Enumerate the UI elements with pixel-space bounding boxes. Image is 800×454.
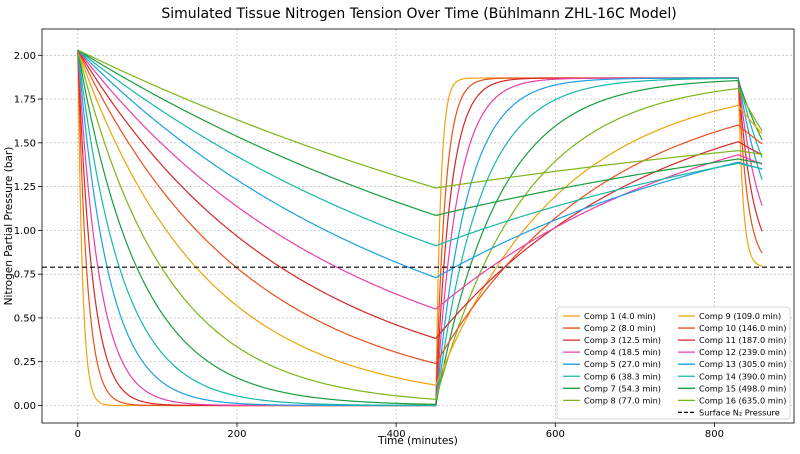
legend-box xyxy=(556,306,791,420)
legend-entry-label: Comp 9 (109.0 min) xyxy=(699,311,781,321)
series-line-comp-9 xyxy=(77,49,763,386)
series-line-comp-16 xyxy=(77,49,763,189)
series-line-comp-14 xyxy=(77,49,763,247)
x-tick-label: 600 xyxy=(546,429,565,440)
y-tick-label: 0.50 xyxy=(14,313,36,324)
legend-entry-label: Comp 11 (187.0 min) xyxy=(699,335,786,345)
legend: Comp 1 (4.0 min) Comp 2 (8.0 min) Comp 3 (… xyxy=(556,306,791,420)
x-tick-label: 400 xyxy=(387,429,406,440)
chart-title: Simulated Tissue Nitrogen Tension Over T… xyxy=(161,6,676,22)
legend-entry-label: Comp 15 (498.0 min) xyxy=(699,383,786,393)
y-tick-label: 1.50 xyxy=(14,138,36,149)
y-tick-label: 0.25 xyxy=(14,357,36,368)
plot-frame xyxy=(41,28,795,424)
legend-entry-label: Comp 3 (12.5 min) xyxy=(584,335,661,345)
series-line-comp-12 xyxy=(77,49,763,310)
legend-entry-label: Comp 12 (239.0 min) xyxy=(699,347,786,357)
legend-entry-label: Comp 5 (27.0 min) xyxy=(584,359,661,369)
legend-entry-label: Comp 14 (390.0 min) xyxy=(699,371,786,381)
series-line-comp-15 xyxy=(77,49,763,217)
x-tick-label: 200 xyxy=(227,429,246,440)
axis-ticks: 0 200 400 600 800 0.00 0.25 0.50 0.75 1.00 1.25 1.5… xyxy=(14,51,724,440)
legend-entry-label: Comp 13 (305.0 min) xyxy=(699,359,786,369)
y-tick-label: 0.00 xyxy=(14,401,36,412)
y-tick-label: 1.75 xyxy=(14,95,36,106)
x-tick-label: 0 xyxy=(75,429,81,440)
legend-entry-label: Surface N₂ Pressure xyxy=(699,407,780,417)
x-tick-label: 800 xyxy=(705,429,724,440)
legend-entry-label: Comp 10 (146.0 min) xyxy=(699,323,786,333)
series-line-comp-8 xyxy=(77,49,763,400)
y-tick-label: 2.00 xyxy=(14,51,36,62)
series-line-comp-6 xyxy=(77,49,763,406)
legend-entry-label: Comp 16 (635.0 min) xyxy=(699,395,786,405)
y-tick-label: 0.75 xyxy=(14,270,36,281)
series-line-comp-7 xyxy=(77,49,763,405)
legend-entry-label: Comp 4 (18.5 min) xyxy=(584,347,661,357)
legend-entry-label: Comp 1 (4.0 min) xyxy=(584,311,656,321)
legend-entry-label: Comp 8 (77.0 min) xyxy=(584,395,661,405)
y-tick-label: 1.00 xyxy=(14,226,36,237)
y-axis-label: Nitrogen Partial Pressure (bar) xyxy=(3,147,15,306)
series-line-comp-13 xyxy=(77,49,763,279)
legend-entry-label: Comp 6 (38.3 min) xyxy=(584,371,661,381)
legend-entry-label: Comp 7 (54.3 min) xyxy=(584,383,661,393)
x-axis-label: Time (minutes) xyxy=(377,435,458,447)
series-line-comp-11 xyxy=(77,49,763,340)
series-line-comp-10 xyxy=(77,49,763,365)
legend-entry-label: Comp 2 (8.0 min) xyxy=(584,323,656,333)
series-line-comp-5 xyxy=(77,49,763,407)
y-tick-label: 1.25 xyxy=(14,182,36,193)
series-lines xyxy=(77,49,763,407)
